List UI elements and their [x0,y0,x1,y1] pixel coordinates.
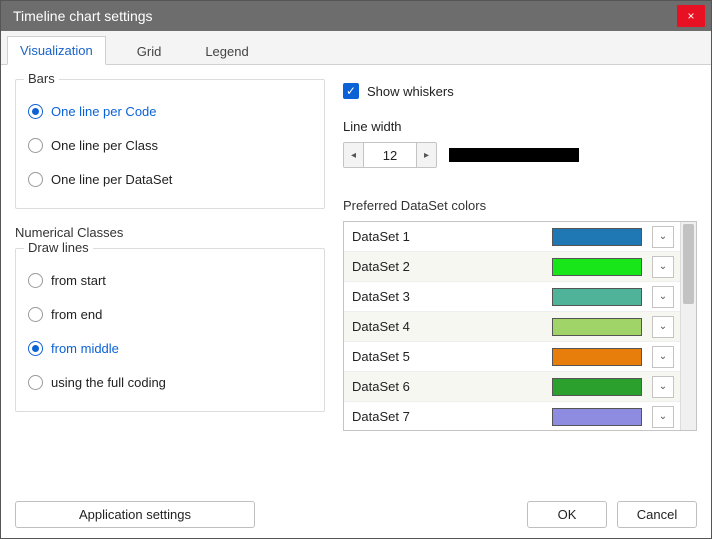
draw-lines-option-0[interactable]: from start [28,263,312,297]
draw-lines-option-label: from end [51,307,102,322]
radio-icon [28,341,43,356]
dataset-color-dropdown[interactable]: ⌄ [652,316,674,338]
line-width-spinner[interactable]: ◂ 12 ▸ [343,142,437,168]
cancel-button[interactable]: Cancel [617,501,697,528]
bars-groupbox: Bars One line per CodeOne line per Class… [15,79,325,209]
dataset-row[interactable]: DataSet 4 ⌄ [344,312,680,342]
dataset-color-swatch[interactable] [552,378,642,396]
show-whiskers-row[interactable]: ✓ Show whiskers [343,79,697,103]
radio-icon [28,172,43,187]
line-width-preview [449,148,579,162]
right-column: ✓ Show whiskers Line width ◂ 12 ▸ Prefer… [343,79,697,493]
numerical-classes-heading: Numerical Classes [15,225,325,240]
dataset-color-swatch[interactable] [552,228,642,246]
dataset-color-dropdown[interactable]: ⌄ [652,406,674,428]
dataset-name: DataSet 5 [352,349,542,364]
dataset-row[interactable]: DataSet 1 ⌄ [344,222,680,252]
dataset-row[interactable]: DataSet 6 ⌄ [344,372,680,402]
dataset-name: DataSet 3 [352,289,542,304]
tab-grid[interactable]: Grid [124,37,175,65]
line-width-value[interactable]: 12 [364,143,416,167]
dataset-name: DataSet 6 [352,379,542,394]
close-button[interactable]: × [677,5,705,27]
bars-group-legend: Bars [24,71,59,86]
bars-option-1[interactable]: One line per Class [28,128,312,162]
chevron-right-icon: ▸ [424,150,429,161]
show-whiskers-label: Show whiskers [367,84,454,99]
window-title: Timeline chart settings [13,8,677,24]
dataset-list-body: DataSet 1 ⌄ DataSet 2 ⌄ DataSet 3 ⌄ DataSet 4 ⌄… [344,222,680,430]
dataset-color-dropdown[interactable]: ⌄ [652,346,674,368]
bars-option-label: One line per DataSet [51,172,172,187]
ok-button[interactable]: OK [527,501,607,528]
draw-lines-option-2[interactable]: from middle [28,331,312,365]
radio-icon [28,104,43,119]
tab-strip: Visualization Grid Legend [1,31,711,65]
bars-option-label: One line per Code [51,104,157,119]
draw-lines-option-label: from middle [51,341,119,356]
scrollbar-thumb[interactable] [683,224,694,304]
draw-lines-groupbox: Draw lines from startfrom endfrom middle… [15,248,325,412]
draw-lines-option-label: using the full coding [51,375,166,390]
dataset-color-dropdown[interactable]: ⌄ [652,256,674,278]
draw-lines-legend: Draw lines [24,240,93,255]
line-width-row: ◂ 12 ▸ [343,142,697,168]
title-bar: Timeline chart settings × [1,1,711,31]
dataset-name: DataSet 4 [352,319,542,334]
chevron-left-icon: ◂ [351,150,356,161]
radio-icon [28,138,43,153]
line-width-decrement[interactable]: ◂ [344,143,364,167]
dataset-name: DataSet 2 [352,259,542,274]
content-area: Bars One line per Code One line per Class… [1,65,711,493]
dataset-row[interactable]: DataSet 5 ⌄ [344,342,680,372]
radio-icon [28,273,43,288]
dataset-color-swatch[interactable] [552,318,642,336]
dataset-color-swatch[interactable] [552,288,642,306]
dataset-name: DataSet 7 [352,409,542,424]
dataset-color-swatch[interactable] [552,348,642,366]
check-icon: ✓ [346,84,356,98]
dataset-row[interactable]: DataSet 7 ⌄ [344,402,680,430]
dataset-color-dropdown[interactable]: ⌄ [652,376,674,398]
draw-lines-option-label: from start [51,273,106,288]
application-settings-button[interactable]: Application settings [15,501,255,528]
dataset-color-swatch[interactable] [552,408,642,426]
dataset-row[interactable]: DataSet 3 ⌄ [344,282,680,312]
tab-legend[interactable]: Legend [192,37,261,65]
draw-lines-option-1[interactable]: from end [28,297,312,331]
dataset-name: DataSet 1 [352,229,542,244]
close-icon: × [687,9,694,23]
radio-icon [28,375,43,390]
tab-visualization[interactable]: Visualization [7,36,106,65]
bars-option-0[interactable]: One line per Code [28,94,312,128]
draw-lines-option-3[interactable]: using the full coding [28,365,312,399]
dataset-scrollbar[interactable] [680,222,696,430]
radio-icon [28,307,43,322]
line-width-increment[interactable]: ▸ [416,143,436,167]
left-column: Bars One line per CodeOne line per Class… [15,79,325,493]
dataset-color-swatch[interactable] [552,258,642,276]
dialog-footer: Application settings OK Cancel [1,493,711,538]
dataset-color-dropdown[interactable]: ⌄ [652,286,674,308]
bars-option-2[interactable]: One line per DataSet [28,162,312,196]
dataset-row[interactable]: DataSet 2 ⌄ [344,252,680,282]
bars-option-label: One line per Class [51,138,158,153]
line-width-label: Line width [343,119,697,134]
dataset-color-dropdown[interactable]: ⌄ [652,226,674,248]
dataset-colors-heading: Preferred DataSet colors [343,198,697,213]
dataset-color-list: DataSet 1 ⌄ DataSet 2 ⌄ DataSet 3 ⌄ DataSet 4 ⌄… [343,221,697,431]
show-whiskers-checkbox[interactable]: ✓ [343,83,359,99]
